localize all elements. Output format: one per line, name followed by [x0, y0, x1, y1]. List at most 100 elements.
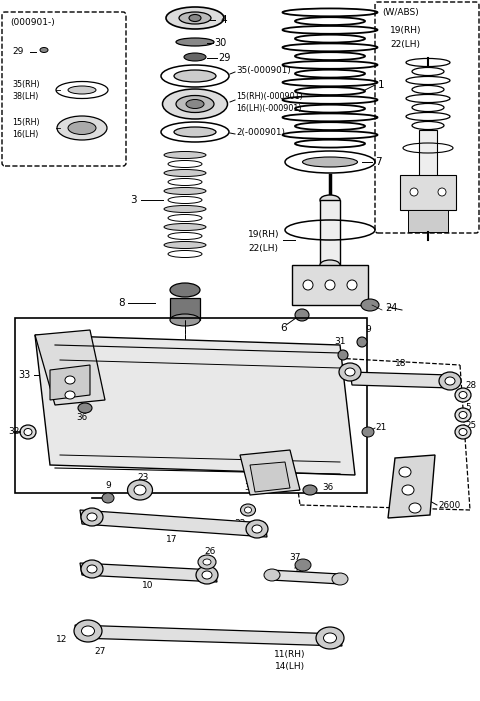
Ellipse shape: [303, 280, 313, 290]
Ellipse shape: [332, 573, 348, 585]
Text: 24: 24: [385, 303, 397, 313]
Ellipse shape: [164, 187, 206, 194]
Bar: [15, 318, 367, 493]
Text: 14(LH): 14(LH): [275, 662, 305, 672]
Ellipse shape: [347, 280, 357, 290]
Ellipse shape: [252, 525, 262, 533]
Ellipse shape: [399, 467, 411, 477]
Text: 25: 25: [465, 421, 476, 430]
Ellipse shape: [459, 391, 467, 398]
Ellipse shape: [65, 391, 75, 399]
Ellipse shape: [68, 86, 96, 94]
Ellipse shape: [164, 242, 206, 248]
Ellipse shape: [202, 571, 212, 579]
Polygon shape: [400, 175, 456, 210]
Ellipse shape: [78, 403, 92, 413]
Text: 8: 8: [118, 298, 125, 308]
Ellipse shape: [240, 504, 255, 516]
Polygon shape: [35, 330, 105, 405]
Polygon shape: [388, 455, 435, 518]
Polygon shape: [80, 563, 217, 582]
Text: 23: 23: [137, 473, 149, 482]
Ellipse shape: [186, 100, 204, 109]
Text: 15(RH): 15(RH): [12, 118, 40, 126]
Text: 26: 26: [204, 547, 216, 557]
Ellipse shape: [68, 121, 96, 135]
Polygon shape: [270, 570, 341, 584]
Bar: [170, 298, 200, 320]
Text: 19(RH): 19(RH): [248, 231, 279, 240]
Text: 11(RH): 11(RH): [274, 651, 306, 660]
Text: 35(-000901): 35(-000901): [236, 65, 291, 74]
Ellipse shape: [24, 428, 32, 435]
Text: 21: 21: [375, 423, 386, 433]
Ellipse shape: [320, 195, 340, 205]
Ellipse shape: [438, 188, 446, 196]
Text: 22(LH): 22(LH): [390, 39, 420, 48]
Polygon shape: [250, 462, 290, 492]
Ellipse shape: [455, 388, 471, 402]
Ellipse shape: [325, 280, 335, 290]
Ellipse shape: [295, 309, 309, 321]
Ellipse shape: [357, 337, 367, 347]
Ellipse shape: [166, 7, 224, 29]
Text: 20: 20: [210, 380, 223, 390]
Text: 3: 3: [130, 195, 137, 205]
Ellipse shape: [196, 566, 218, 584]
Text: 28: 28: [465, 381, 476, 390]
Ellipse shape: [455, 425, 471, 439]
Ellipse shape: [81, 560, 103, 578]
Text: 18: 18: [395, 358, 407, 367]
Bar: [408, 210, 448, 232]
Ellipse shape: [316, 627, 344, 649]
Text: 31: 31: [334, 337, 346, 346]
Text: 27: 27: [94, 648, 106, 657]
Ellipse shape: [128, 480, 153, 500]
Ellipse shape: [439, 372, 461, 390]
Text: 7: 7: [375, 157, 382, 167]
Ellipse shape: [65, 376, 75, 384]
Text: 38(LH): 38(LH): [12, 93, 38, 102]
Ellipse shape: [163, 89, 228, 119]
Ellipse shape: [302, 157, 358, 167]
Ellipse shape: [176, 95, 214, 112]
Ellipse shape: [164, 170, 206, 177]
Ellipse shape: [184, 53, 206, 61]
Polygon shape: [80, 510, 267, 537]
Polygon shape: [50, 365, 90, 400]
Text: 5: 5: [465, 402, 470, 411]
Ellipse shape: [134, 485, 146, 495]
Text: 30: 30: [214, 38, 226, 48]
Text: 4: 4: [220, 15, 227, 25]
Ellipse shape: [264, 569, 280, 581]
Ellipse shape: [303, 485, 317, 495]
Ellipse shape: [164, 224, 206, 231]
Polygon shape: [292, 265, 368, 305]
Ellipse shape: [170, 314, 200, 326]
Ellipse shape: [87, 565, 97, 573]
Text: 33: 33: [18, 370, 30, 380]
Text: 1: 1: [378, 80, 384, 90]
Ellipse shape: [198, 555, 216, 569]
Ellipse shape: [246, 520, 268, 538]
Text: 32: 32: [234, 519, 246, 527]
Ellipse shape: [189, 15, 201, 22]
Ellipse shape: [81, 508, 103, 526]
Ellipse shape: [82, 626, 95, 636]
Text: 36: 36: [76, 414, 87, 423]
Text: 29: 29: [218, 53, 230, 63]
Polygon shape: [35, 335, 355, 475]
Ellipse shape: [455, 408, 471, 422]
Ellipse shape: [459, 428, 467, 435]
Text: 29: 29: [12, 48, 24, 57]
Text: 2(-000901): 2(-000901): [236, 128, 285, 137]
Text: 35(RH): 35(RH): [12, 81, 40, 90]
Ellipse shape: [361, 299, 379, 311]
Text: 19(RH): 19(RH): [390, 25, 421, 34]
Polygon shape: [350, 372, 452, 388]
Text: (000901-): (000901-): [10, 18, 55, 27]
Ellipse shape: [339, 363, 361, 381]
Text: 22(LH): 22(LH): [248, 243, 278, 252]
Ellipse shape: [410, 188, 418, 196]
Polygon shape: [75, 625, 342, 646]
